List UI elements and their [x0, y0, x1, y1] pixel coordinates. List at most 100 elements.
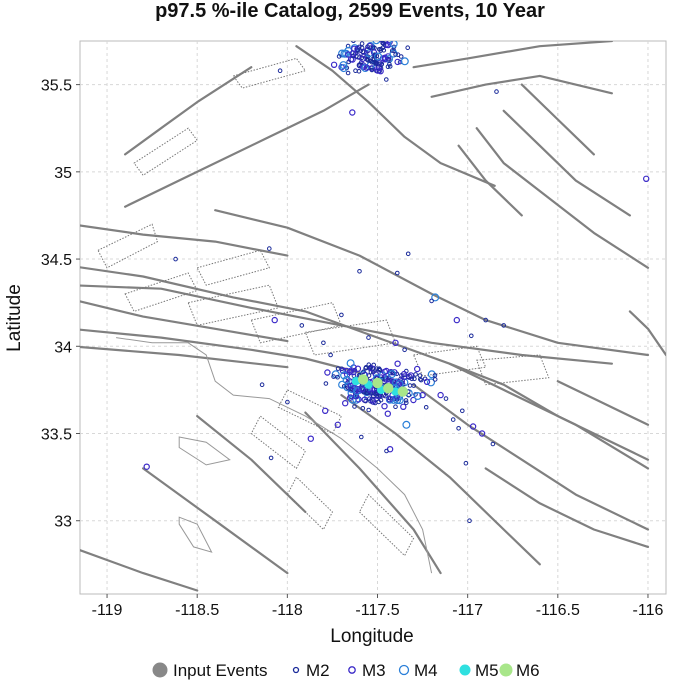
y-tick-label: 35.5 [41, 78, 72, 95]
event-point-m5 [391, 387, 400, 396]
event-point-m4 [400, 57, 409, 66]
event-point-m2 [412, 376, 417, 382]
event-point-m2 [494, 89, 499, 94]
event-point-m3 [349, 50, 357, 57]
event-point-m2 [418, 377, 424, 383]
fault-trace [80, 266, 650, 461]
event-point-m2 [404, 400, 409, 406]
event-point-m2 [460, 408, 465, 414]
event-point-m3 [342, 400, 349, 407]
event-point-m3 [386, 396, 393, 403]
fault-trace [295, 45, 496, 187]
fault-plane-outline [412, 345, 487, 377]
event-point-m2 [353, 68, 358, 73]
x-tick-label: -118 [272, 602, 303, 619]
fault-trace [457, 144, 523, 217]
event-point-m2 [393, 404, 398, 410]
fault-trace [214, 209, 650, 357]
event-point-m4 [427, 378, 436, 387]
legend-marker [152, 662, 168, 678]
event-point-m3 [400, 403, 407, 410]
x-axis-label: Longitude [330, 626, 413, 647]
event-point-m4 [413, 392, 422, 401]
event-point-m2 [328, 352, 333, 358]
x-tick-label: -118.5 [175, 602, 219, 619]
event-point-m2 [432, 377, 438, 382]
y-tick-label: 34.5 [41, 252, 72, 269]
event-point-m3 [363, 64, 370, 71]
legend-item: M4 [398, 661, 438, 680]
event-point-m3 [366, 42, 373, 50]
event-point-m6 [372, 377, 383, 389]
fault-trace [80, 224, 289, 257]
fault-plane-outline [304, 319, 397, 356]
event-point-m3 [368, 365, 375, 372]
event-point-m3 [392, 41, 394, 42]
y-tick-label: 33 [54, 514, 72, 531]
legend-marker [348, 666, 356, 674]
event-point-m6 [397, 386, 408, 397]
event-point-m4 [395, 380, 404, 389]
event-point-m2 [423, 405, 429, 410]
event-point-m4 [352, 395, 361, 404]
event-point-m2 [345, 70, 351, 76]
y-tick-label: 33.5 [41, 427, 72, 444]
event-point-m3 [643, 175, 650, 182]
event-point-m3 [392, 339, 399, 346]
event-point-m3 [410, 396, 417, 404]
fault-trace [80, 345, 289, 369]
event-point-m3 [330, 61, 338, 69]
event-point-m6 [357, 374, 369, 385]
event-point-m2 [369, 67, 375, 73]
legend-label: Input Events [173, 661, 268, 680]
event-point-m3 [349, 109, 356, 116]
event-point-m3 [453, 316, 460, 324]
x-tick-label: -116 [633, 602, 664, 619]
event-point-m2 [378, 48, 384, 53]
event-point-m2 [405, 251, 411, 257]
event-point-m2 [259, 382, 265, 388]
legend-item: Input Events [152, 661, 268, 680]
event-point-m3 [324, 369, 331, 376]
event-point-m3 [359, 55, 366, 63]
event-point-m2 [413, 372, 418, 377]
event-point-m2 [501, 323, 507, 328]
event-point-m2 [268, 455, 274, 461]
fault-trace [80, 549, 199, 592]
event-point-m2 [360, 49, 366, 55]
event-point-m4 [427, 370, 436, 379]
event-point-m2 [366, 362, 372, 368]
event-point-m3 [338, 63, 345, 71]
event-point-m3 [384, 410, 391, 417]
event-point-m4 [431, 293, 440, 302]
fault-trace [412, 383, 650, 531]
event-point-m2 [376, 399, 382, 405]
legend-label: M6 [516, 661, 540, 680]
event-point-m2 [379, 62, 384, 67]
fault-trace [340, 394, 541, 566]
event-point-m2 [335, 366, 341, 371]
legend-item: M3 [348, 661, 386, 680]
event-point-m3 [352, 393, 359, 400]
event-point-m2 [371, 393, 376, 399]
fault-plane-outline [133, 127, 198, 176]
fault-trace [448, 362, 650, 470]
fault-trace [628, 310, 666, 357]
event-point-m3 [437, 391, 444, 399]
event-point-m2 [357, 269, 362, 274]
fault-plane-outline [358, 493, 415, 557]
fault-lines [80, 41, 666, 592]
event-point-m2 [363, 398, 368, 404]
fault-trace [142, 467, 289, 575]
event-point-m2 [368, 45, 373, 51]
event-point-m2 [361, 369, 366, 375]
y-tick-label: 34 [54, 339, 72, 356]
event-point-m3 [381, 403, 388, 410]
event-point-m2 [285, 399, 290, 405]
event-point-m3 [346, 368, 353, 376]
event-point-m2 [456, 426, 461, 431]
legend-marker [292, 666, 300, 674]
fault-plane-outline [124, 272, 198, 313]
